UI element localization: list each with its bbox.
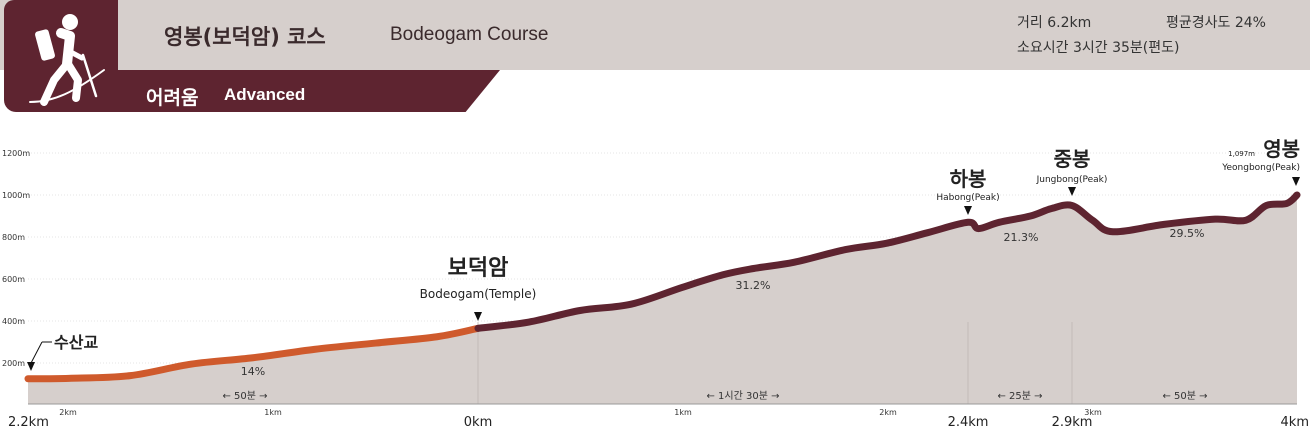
- course-icon-box: [4, 0, 118, 112]
- time-label: ← 25분 →: [997, 390, 1042, 402]
- marker-label-habong-en: Habong(Peak): [936, 193, 999, 203]
- hiker-icon: [29, 14, 105, 106]
- marker-label-temple-en: Bodeogam(Temple): [420, 287, 537, 301]
- time-label: ← 50분 →: [222, 390, 267, 402]
- time-label: ← 50분 →: [1162, 390, 1207, 402]
- summit-elevation: 1,097m: [1228, 150, 1255, 158]
- slope-label: 31.2%: [736, 279, 771, 292]
- x-tick-major: 2.2km: [8, 415, 49, 428]
- slope-label: 21.3%: [1004, 231, 1039, 244]
- y-tick-label: 200m: [2, 359, 25, 368]
- difficulty-banner: [118, 70, 500, 112]
- slope-label: 29.5%: [1170, 227, 1205, 240]
- route-line-approach: [24, 324, 482, 383]
- y-tick-label: 800m: [2, 233, 25, 242]
- y-tick-label: 1200m: [2, 149, 30, 158]
- difficulty-label-en: Advanced: [224, 85, 306, 104]
- start-pointer-line: [29, 341, 43, 366]
- x-tick-minor: 2km: [59, 408, 77, 417]
- difficulty-label-ko: 어려움: [146, 87, 199, 109]
- marker-label-temple-ko: 보덕암: [448, 256, 509, 281]
- marker-triangle: [1068, 187, 1076, 196]
- x-tick-major: 4km: [1281, 415, 1309, 428]
- time-label: ← 1시간 30분 →: [707, 390, 780, 402]
- header-bar: [0, 0, 1310, 70]
- x-tick-minor: 3km: [1084, 408, 1102, 417]
- marker-triangle: [1292, 177, 1300, 186]
- distance-stat: 거리 6.2km: [1017, 15, 1092, 31]
- x-tick-major: 2.9km: [1052, 415, 1093, 428]
- course-title-ko: 영봉(보덕암) 코스: [164, 25, 326, 49]
- avg-slope-stat: 평균경사도 24%: [1166, 15, 1266, 31]
- marker-triangle: [27, 362, 35, 371]
- marker-triangle: [964, 206, 972, 215]
- x-tick-minor: 1km: [674, 408, 692, 417]
- duration-stat: 소요시간 3시간 35분(편도): [1017, 40, 1180, 56]
- marker-label-yeongbong-ko: 영봉: [1263, 137, 1300, 161]
- y-tick-label: 600m: [2, 275, 25, 284]
- marker-label-habong-ko: 하봉: [950, 167, 987, 191]
- route-line-trail: [474, 191, 1301, 332]
- x-tick-minor: 2km: [879, 408, 897, 417]
- marker-label-jungbong-en: Jungbong(Peak): [1036, 175, 1108, 185]
- x-tick-minor: 1km: [264, 408, 282, 417]
- x-tick-major: 2.4km: [948, 415, 989, 428]
- marker-label-yeongbong-en: Yeongbong(Peak): [1221, 163, 1300, 173]
- y-tick-label: 1000m: [2, 191, 30, 200]
- x-tick-major: 0km: [464, 415, 492, 428]
- marker-triangle: [474, 312, 482, 321]
- marker-label-start: 수산교: [54, 333, 98, 352]
- elevation-area: [28, 195, 1297, 404]
- y-tick-label: 400m: [2, 317, 25, 326]
- slope-label: 14%: [241, 365, 265, 378]
- marker-label-jungbong-ko: 중봉: [1054, 147, 1091, 171]
- course-title-en: Bodeogam Course: [390, 24, 549, 45]
